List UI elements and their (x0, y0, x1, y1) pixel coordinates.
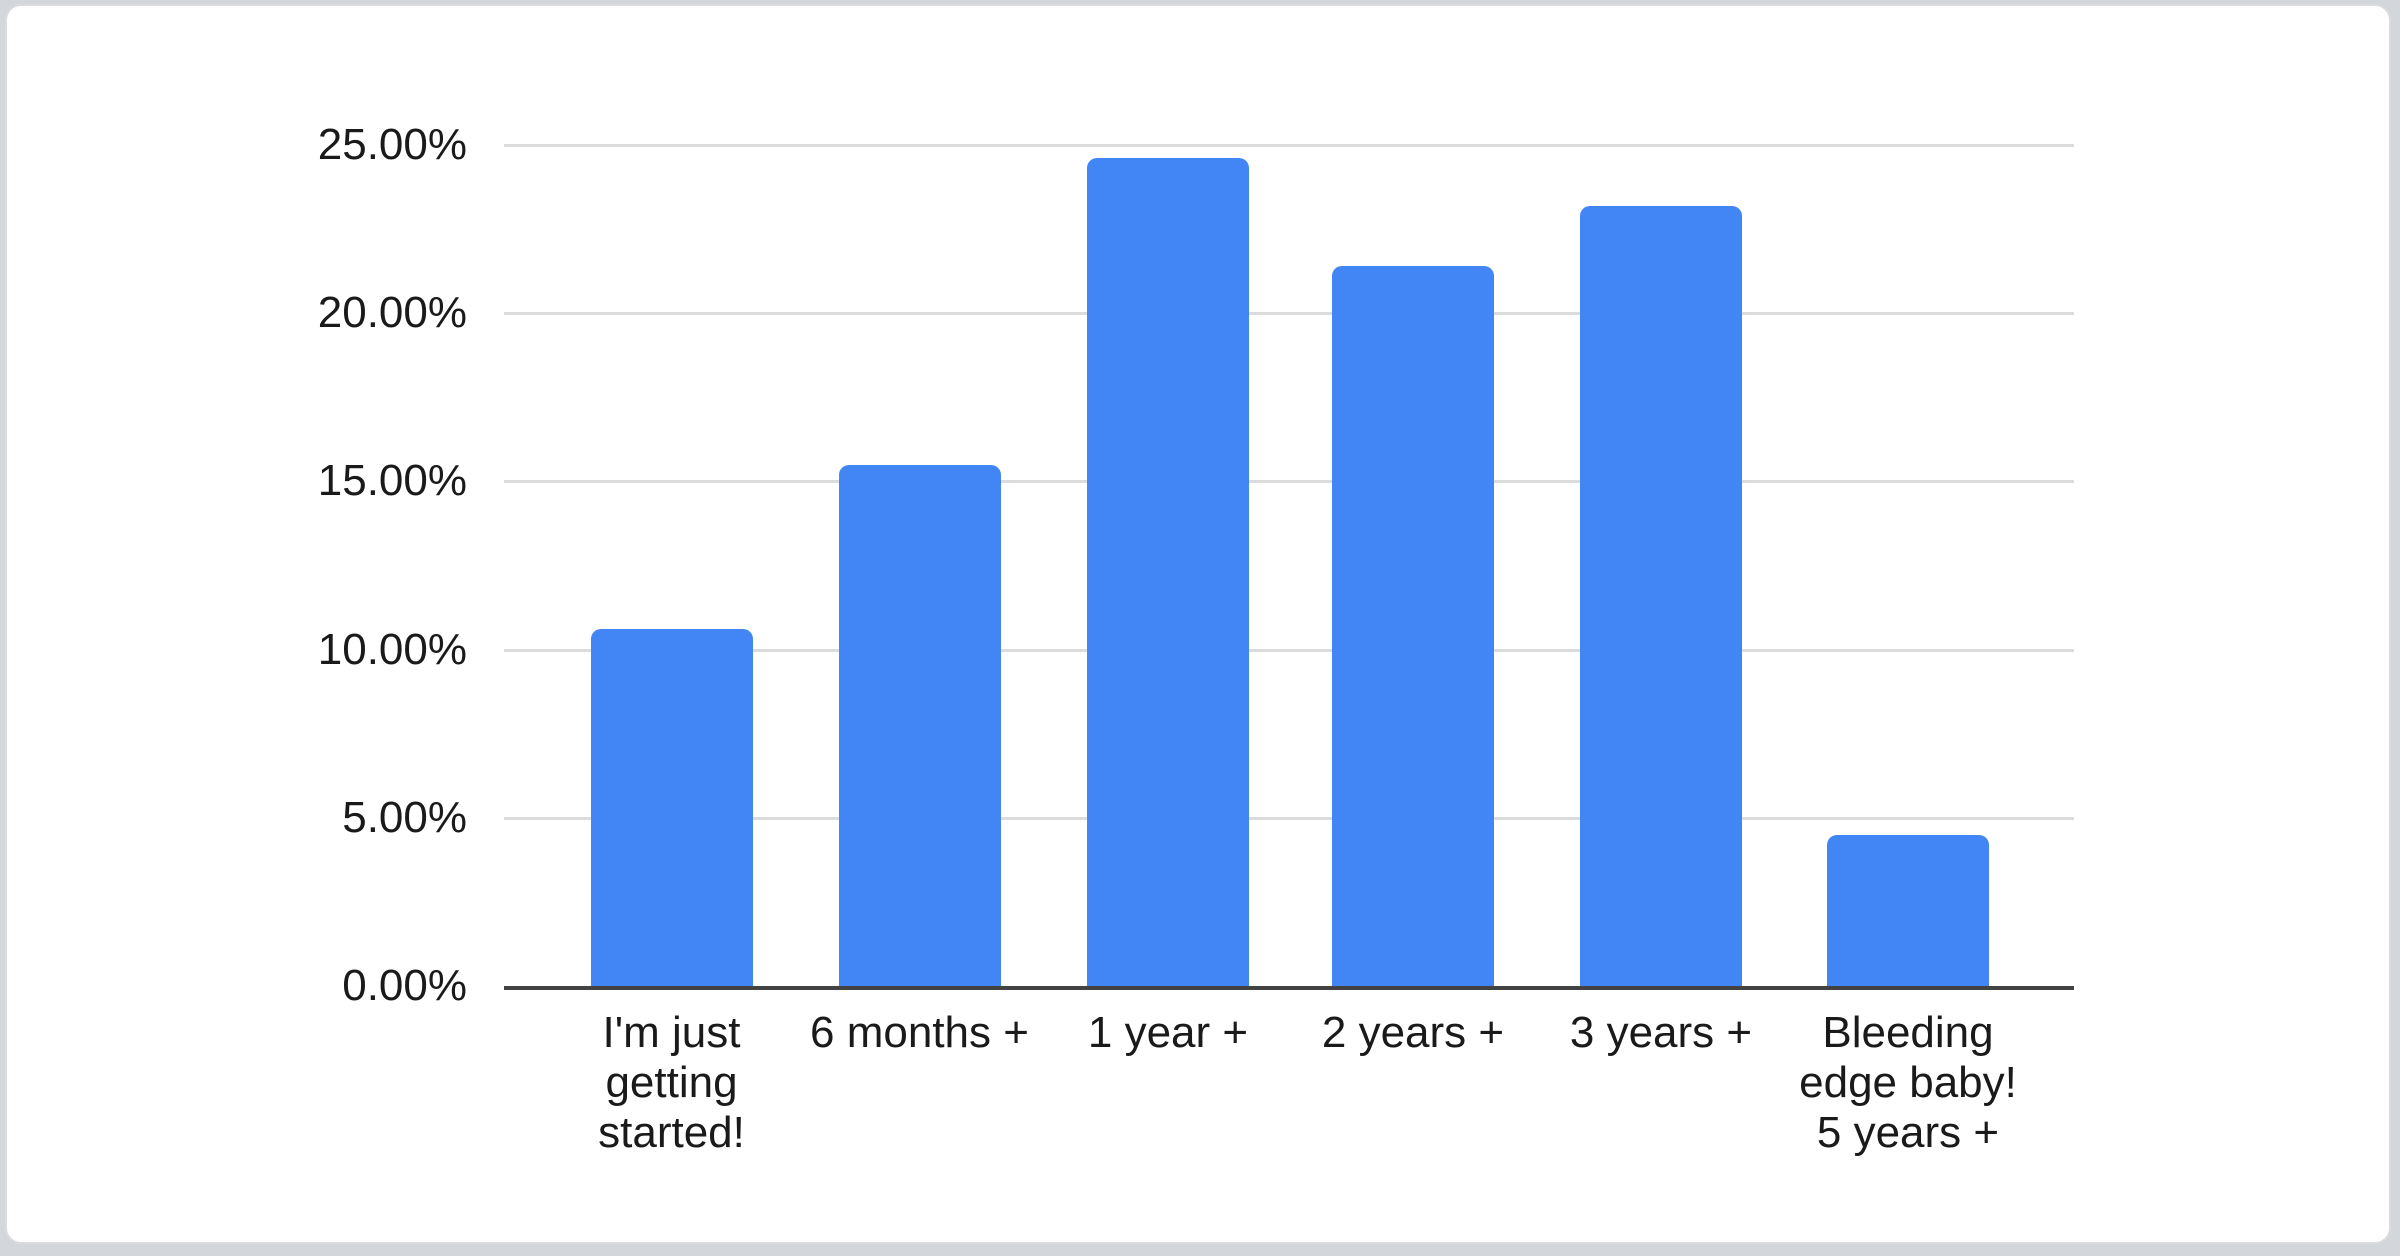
x-axis-category-label: 3 years + (1569, 1008, 1753, 1057)
gridline (504, 312, 2074, 316)
y-axis-tick-label: 5.00% (342, 792, 467, 842)
x-axis-category-label: 2 years + (1321, 1008, 1505, 1057)
y-axis-tick-label: 20.00% (317, 288, 467, 338)
y-axis-tick-label: 10.00% (317, 624, 467, 674)
gridline (504, 816, 2074, 820)
x-axis-category-label: Bleeding edge baby! 5 years + (1799, 1008, 2017, 1157)
bar-3 (1087, 158, 1249, 986)
gridline (504, 648, 2074, 652)
bar-chart: 25.00% 20.00% 15.00% 10.00% 5.00% 0.00% I'm j… (7, 6, 2389, 1242)
chart-card: 25.00% 20.00% 15.00% 10.00% 5.00% 0.00% I'm j… (5, 4, 2391, 1244)
gridline (504, 480, 2074, 484)
gridline (504, 144, 2074, 147)
bar-2 (838, 464, 1001, 986)
y-axis-tick-label: 25.00% (317, 120, 467, 169)
y-axis-tick-label: 15.00% (317, 456, 467, 506)
y-axis-tick-label: 0.00% (342, 961, 467, 1010)
x-axis-category-label: 1 year + (1087, 1008, 1249, 1057)
bar-4 (1332, 266, 1494, 986)
bar-5 (1580, 205, 1742, 986)
x-axis-category-label: 6 months + (810, 1008, 1029, 1057)
x-axis-category-label: I'm just getting started! (598, 1008, 745, 1157)
bar-6 (1827, 834, 1989, 986)
bar-1 (590, 629, 753, 986)
plot-area (504, 144, 2074, 990)
